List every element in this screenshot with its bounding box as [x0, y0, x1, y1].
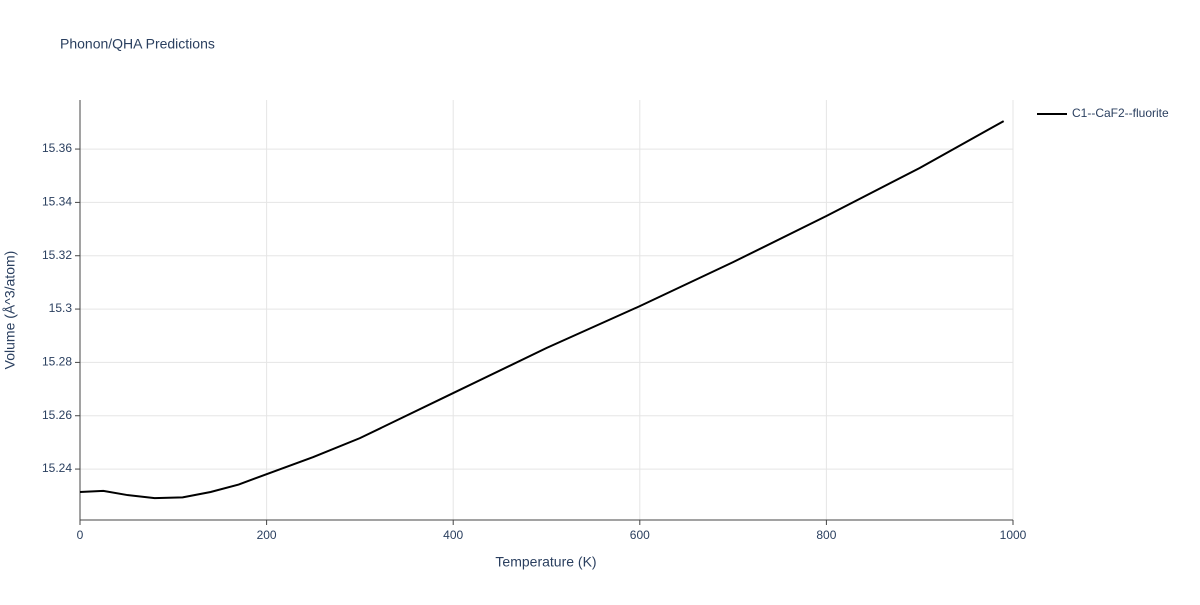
x-tick-label: 400	[443, 528, 463, 542]
y-tick-label: 15.26	[42, 408, 72, 422]
x-tick-label: 1000	[1000, 528, 1027, 542]
y-tick-label: 15.34	[42, 195, 72, 209]
x-tick-label: 800	[816, 528, 836, 542]
y-tick-label: 15.28	[42, 355, 72, 369]
y-tick-label: 15.36	[42, 141, 72, 155]
x-tick-label: 0	[77, 528, 84, 542]
data-line	[79, 120, 1005, 500]
y-tick-label: 15.3	[49, 301, 73, 315]
x-tick-label: 200	[257, 528, 277, 542]
chart-title: Phonon/QHA Predictions	[60, 36, 215, 52]
y-axis-label: Volume (Å^3/atom)	[2, 251, 18, 370]
y-tick-label: 15.32	[42, 248, 72, 262]
y-tick-label: 15.24	[42, 461, 72, 475]
x-tick-label: 600	[630, 528, 650, 542]
legend-label: C1--CaF2--fluorite	[1072, 106, 1169, 120]
x-axis-label: Temperature (K)	[495, 554, 596, 570]
